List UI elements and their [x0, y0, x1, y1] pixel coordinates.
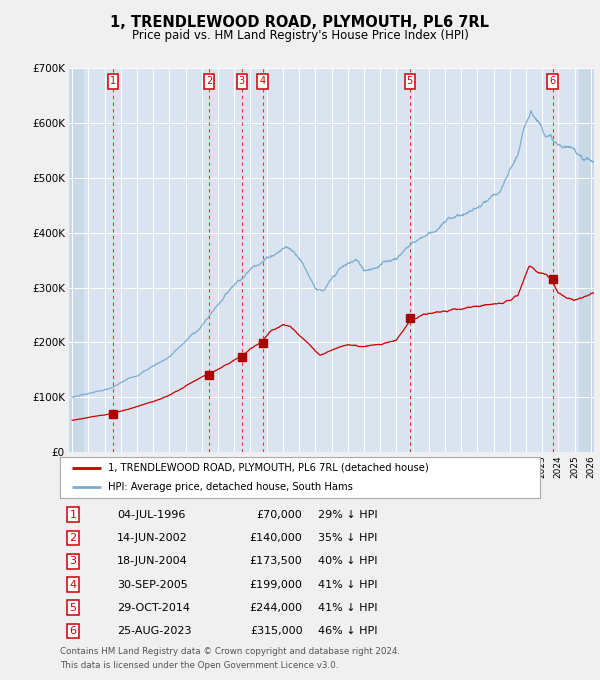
- Text: 1: 1: [70, 510, 76, 520]
- Text: 6: 6: [550, 76, 556, 86]
- Text: 04-JUL-1996: 04-JUL-1996: [117, 510, 185, 520]
- Text: 30-SEP-2005: 30-SEP-2005: [117, 579, 188, 590]
- Text: 1, TRENDLEWOOD ROAD, PLYMOUTH, PL6 7RL: 1, TRENDLEWOOD ROAD, PLYMOUTH, PL6 7RL: [110, 15, 490, 30]
- FancyBboxPatch shape: [60, 457, 540, 498]
- Text: Contains HM Land Registry data © Crown copyright and database right 2024.: Contains HM Land Registry data © Crown c…: [60, 647, 400, 656]
- Text: £315,000: £315,000: [250, 626, 302, 636]
- Text: This data is licensed under the Open Government Licence v3.0.: This data is licensed under the Open Gov…: [60, 661, 338, 670]
- Text: 18-JUN-2004: 18-JUN-2004: [117, 556, 188, 566]
- Text: 3: 3: [70, 556, 76, 566]
- Text: HPI: Average price, detached house, South Hams: HPI: Average price, detached house, Sout…: [108, 481, 353, 492]
- Text: Price paid vs. HM Land Registry's House Price Index (HPI): Price paid vs. HM Land Registry's House …: [131, 29, 469, 41]
- Text: £70,000: £70,000: [257, 510, 302, 520]
- Text: £140,000: £140,000: [250, 533, 302, 543]
- Text: 6: 6: [70, 626, 76, 636]
- Text: £199,000: £199,000: [250, 579, 302, 590]
- Text: 2: 2: [70, 533, 76, 543]
- Text: 29% ↓ HPI: 29% ↓ HPI: [318, 510, 377, 520]
- Text: 1: 1: [110, 76, 116, 86]
- Text: 4: 4: [260, 76, 266, 86]
- Bar: [69, 68, 83, 452]
- Text: 2: 2: [206, 76, 212, 86]
- Text: 46% ↓ HPI: 46% ↓ HPI: [318, 626, 377, 636]
- Text: 35% ↓ HPI: 35% ↓ HPI: [318, 533, 377, 543]
- Text: 14-JUN-2002: 14-JUN-2002: [117, 533, 188, 543]
- Text: £173,500: £173,500: [250, 556, 302, 566]
- Bar: [580, 68, 594, 452]
- Text: £244,000: £244,000: [250, 602, 302, 613]
- Text: 5: 5: [407, 76, 413, 86]
- Text: 5: 5: [70, 602, 76, 613]
- Text: 41% ↓ HPI: 41% ↓ HPI: [318, 579, 377, 590]
- Text: 40% ↓ HPI: 40% ↓ HPI: [318, 556, 377, 566]
- Text: 4: 4: [70, 579, 76, 590]
- Text: 3: 3: [239, 76, 245, 86]
- Text: 1, TRENDLEWOOD ROAD, PLYMOUTH, PL6 7RL (detached house): 1, TRENDLEWOOD ROAD, PLYMOUTH, PL6 7RL (…: [108, 463, 429, 473]
- Text: 41% ↓ HPI: 41% ↓ HPI: [318, 602, 377, 613]
- Text: 25-AUG-2023: 25-AUG-2023: [117, 626, 191, 636]
- Text: 29-OCT-2014: 29-OCT-2014: [117, 602, 190, 613]
